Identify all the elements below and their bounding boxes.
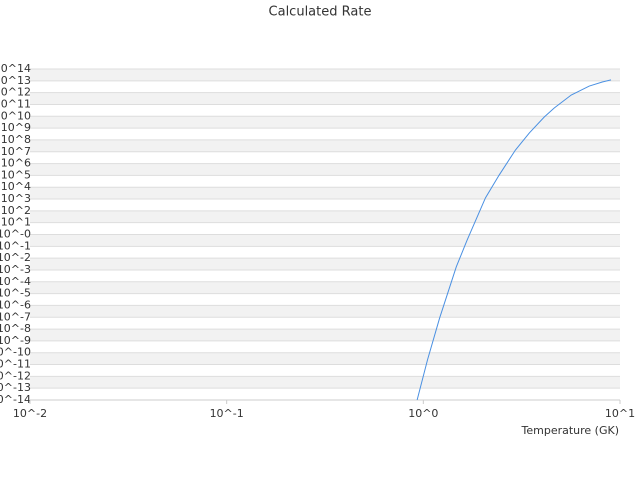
y-tick-label: 10^-11: [0, 358, 31, 371]
grid-band: [30, 340, 620, 353]
grid-band: [30, 92, 620, 105]
x-axis-label: Temperature (GK): [521, 424, 620, 437]
grid-band: [30, 305, 620, 318]
y-tick-label: 10^-4: [0, 275, 31, 288]
y-tick-label: 10^-7: [0, 310, 31, 323]
grid-band: [30, 388, 620, 400]
grid-band: [30, 281, 620, 294]
x-tick-label: 10^1: [605, 407, 635, 420]
grid-band: [30, 187, 620, 200]
y-tick-label: 10^-3: [0, 263, 31, 276]
y-tick-label: 10^5: [1, 168, 31, 181]
grid-band: [30, 199, 620, 211]
y-tick-label: 10^6: [1, 157, 31, 170]
grid-band: [30, 317, 620, 330]
y-tick-label: 10^-0: [0, 228, 31, 241]
grid-band: [30, 364, 620, 377]
y-tick-label: 10^-1: [0, 239, 31, 252]
y-tick-label: 10^-12: [0, 369, 31, 382]
y-tick-label: 10^-6: [0, 298, 31, 311]
grid-band: [30, 376, 620, 389]
y-tick-label: 10^10: [0, 109, 31, 122]
y-tick-label: 10^3: [1, 192, 31, 205]
grid-band: [30, 258, 620, 270]
y-tick-label: 10^4: [1, 180, 31, 193]
y-tick-label: 10^14: [0, 62, 31, 75]
grid-band: [30, 234, 620, 247]
x-tick-label: 10^-1: [210, 407, 244, 420]
grid-band: [30, 128, 620, 140]
grid-band: [30, 80, 620, 93]
y-tick-label: 10^-8: [0, 322, 31, 335]
y-tick-label: 10^-10: [0, 346, 31, 359]
y-tick-label: 10^9: [1, 121, 31, 134]
y-tick-label: 10^13: [0, 74, 31, 87]
grid-band: [30, 352, 620, 365]
y-tick-label: 10^-14: [0, 393, 31, 406]
grid-band: [30, 116, 620, 129]
x-tick-label: 10^-2: [13, 407, 47, 420]
y-tick-label: 10^-9: [0, 334, 31, 347]
y-tick-label: 10^-13: [0, 381, 31, 394]
grid-band: [30, 329, 620, 341]
grid-band: [30, 104, 620, 117]
grid-band: [30, 175, 620, 188]
grid-band: [30, 246, 620, 259]
y-tick-label: 10^8: [1, 133, 31, 146]
y-tick-label: 10^1: [1, 216, 31, 229]
grid-band: [30, 210, 620, 223]
grid-band: [30, 139, 620, 152]
grid-band: [30, 163, 620, 176]
y-tick-label: 10^7: [1, 145, 31, 158]
chart-title: Calculated Rate: [269, 5, 372, 20]
grid-band: [30, 69, 620, 81]
y-tick-label: 10^12: [0, 86, 31, 99]
grid-band: [30, 151, 620, 164]
y-tick-label: 10^-5: [0, 287, 31, 300]
y-tick-label: 10^2: [1, 204, 31, 217]
y-tick-label: 10^11: [0, 97, 31, 110]
grid-band: [30, 293, 620, 306]
grid-band: [30, 222, 620, 235]
y-tick-label: 10^-2: [0, 251, 31, 264]
grid-band: [30, 269, 620, 282]
data-line: [416, 79, 612, 400]
x-tick-label: 10^0: [408, 407, 438, 420]
